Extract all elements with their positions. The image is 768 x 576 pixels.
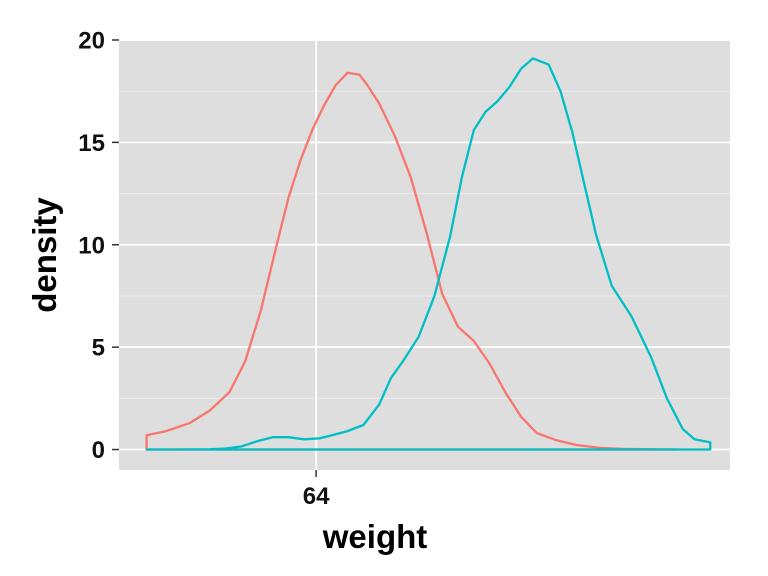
y-tick-label: 5 xyxy=(92,335,105,362)
y-tick-label: 20 xyxy=(78,28,105,55)
x-tick-label: 64 xyxy=(303,483,330,510)
density-curve-2 xyxy=(145,57,712,451)
x-axis-title: weight xyxy=(322,518,428,555)
y-tick-label: 10 xyxy=(78,232,105,259)
y-axis-title: density xyxy=(26,197,63,313)
density-series xyxy=(145,57,712,451)
y-tick-label: 0 xyxy=(92,437,105,464)
density-curve-1 xyxy=(145,71,680,451)
axes: 0 5 10 15 20 64 xyxy=(78,28,330,511)
plot-panel xyxy=(119,40,730,470)
y-tick-label: 15 xyxy=(78,130,105,157)
